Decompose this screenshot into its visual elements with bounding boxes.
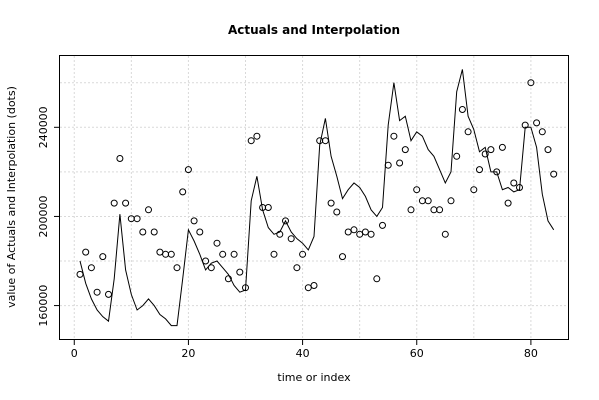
x-tick-label: 40 — [296, 347, 310, 360]
actual-point — [510, 179, 518, 187]
actual-point — [99, 253, 107, 261]
x-tick-label: 20 — [181, 347, 195, 360]
grid-lines — [60, 56, 568, 339]
actual-point — [487, 146, 495, 154]
actual-point — [219, 250, 227, 258]
actual-point — [458, 106, 466, 113]
actual-point — [196, 228, 204, 236]
x-tick-label: 80 — [524, 347, 538, 360]
y-tick-label: 160000 — [37, 285, 50, 327]
actual-point — [367, 230, 375, 238]
actual-point — [413, 186, 421, 194]
actual-point — [407, 206, 415, 214]
actual-point — [333, 208, 341, 216]
actual-point — [213, 239, 221, 247]
actual-point — [550, 170, 558, 178]
actual-point — [167, 250, 175, 258]
plot-area-border — [59, 55, 569, 340]
actual-point — [327, 199, 335, 207]
actual-point — [464, 128, 472, 136]
actual-point — [361, 228, 369, 236]
x-tick-label: 60 — [410, 347, 424, 360]
actual-point — [264, 204, 272, 211]
actual-point — [504, 199, 512, 207]
interpolation-line — [79, 69, 555, 327]
actual-point — [82, 248, 90, 256]
actual-point — [310, 282, 318, 289]
actual-point — [356, 230, 364, 238]
actual-point — [236, 268, 244, 276]
actual-point — [190, 217, 198, 225]
chart-title: Actuals and Interpolation — [228, 23, 400, 37]
actual-point — [150, 228, 158, 236]
actual-point — [293, 264, 301, 272]
actual-point — [379, 221, 386, 229]
y-axis-title: value of Actuals and Interpolation (dots… — [5, 86, 18, 308]
actual-point — [424, 197, 432, 205]
actual-point — [401, 146, 409, 154]
actual-point — [122, 199, 130, 207]
actual-point — [533, 119, 541, 127]
actual-point — [105, 290, 112, 298]
actual-point — [179, 188, 187, 196]
actual-point — [173, 264, 181, 272]
actual-point — [453, 152, 461, 160]
actual-point — [253, 132, 261, 140]
actual-point — [344, 228, 352, 236]
actual-point — [207, 264, 215, 272]
actual-point — [287, 235, 295, 243]
y-tick-label: 200000 — [37, 195, 50, 237]
actual-point — [145, 206, 152, 214]
actual-point — [390, 132, 398, 140]
actual-point — [139, 228, 147, 236]
actual-point — [133, 215, 141, 223]
x-axis-title: time or index — [277, 371, 351, 384]
y-axis: 160000 200000 240000 — [37, 106, 60, 327]
actual-point — [93, 288, 101, 296]
actual-point — [373, 275, 381, 283]
actual-point — [498, 143, 506, 151]
actual-point — [116, 155, 124, 162]
actual-point — [396, 159, 404, 167]
actual-point — [350, 226, 358, 234]
actual-point — [476, 166, 483, 174]
x-axis: 0 20 40 60 80 — [71, 339, 538, 360]
actual-point — [436, 206, 444, 214]
actual-point — [538, 128, 546, 136]
actual-point — [270, 250, 278, 258]
actual-point — [470, 186, 478, 194]
series-layer — [76, 69, 558, 327]
actual-point — [441, 230, 449, 238]
actual-point — [339, 253, 346, 261]
actual-point — [282, 217, 289, 225]
y-tick-label: 240000 — [37, 106, 50, 148]
actual-point — [110, 199, 118, 207]
x-tick-label: 0 — [71, 347, 78, 360]
actual-point — [527, 79, 535, 87]
actual-point — [544, 146, 552, 154]
actual-point — [230, 250, 238, 258]
actual-point — [87, 264, 95, 272]
actual-point — [224, 275, 232, 283]
actual-point — [184, 166, 192, 174]
actual-point — [481, 150, 489, 158]
actual-point — [299, 250, 307, 258]
actual-point — [247, 137, 255, 145]
actual-point — [447, 197, 455, 205]
